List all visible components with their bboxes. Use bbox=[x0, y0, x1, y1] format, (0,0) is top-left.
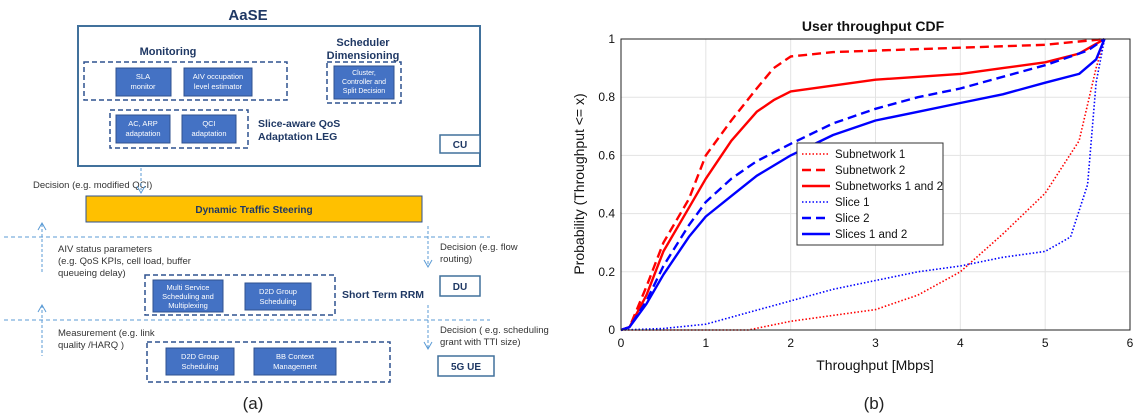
aiv-estimator-box: AIV occupation level estimator bbox=[183, 67, 253, 97]
y-tick-labels: 0 0.2 0.4 0.6 0.8 1 bbox=[598, 32, 615, 337]
rrm-group bbox=[144, 274, 336, 316]
aiv-status-line3: queueing delay) bbox=[58, 268, 126, 279]
bb-context-line2: Management bbox=[273, 362, 318, 371]
scheduler-line1: Cluster, bbox=[352, 70, 376, 77]
sla-monitor-line2: monitor bbox=[130, 82, 156, 91]
dts-label: Dynamic Traffic Steering bbox=[195, 205, 312, 216]
multi-service-line2: Scheduling and bbox=[162, 292, 214, 301]
sla-monitor-line1: SLA bbox=[136, 72, 150, 81]
bb-context-box: BB Context Management bbox=[253, 347, 337, 376]
du-d2d-line2: Scheduling bbox=[259, 297, 296, 306]
measurement-line1: Measurement (e.g. link bbox=[58, 328, 155, 339]
multi-service-box: Multi Service Scheduling and Multiplexin… bbox=[152, 279, 224, 313]
legend-label: Subnetwork 2 bbox=[835, 165, 905, 177]
multi-service-line3: Multiplexing bbox=[168, 301, 208, 310]
scheduler-group bbox=[326, 61, 402, 104]
ac-arp-line1: AC, ARP bbox=[128, 119, 158, 128]
decision-flow-arrowhead bbox=[423, 259, 433, 269]
x-axis-label: Throughput [Mbps] bbox=[816, 357, 934, 373]
legend-box bbox=[796, 142, 944, 246]
y-tick-label: 0.2 bbox=[598, 265, 615, 279]
cu-label: CU bbox=[453, 140, 467, 151]
decision-sched-line1: Decision ( e.g. scheduling bbox=[440, 325, 549, 336]
ue-d2d-line2: Scheduling bbox=[181, 362, 218, 371]
decision-sched-arrowhead bbox=[423, 341, 433, 351]
decision-sched-line2: grant with TTI size) bbox=[440, 337, 521, 348]
measurement-arrowhead bbox=[37, 303, 47, 313]
x-tick-label: 0 bbox=[618, 336, 625, 350]
decision-flow-line2: routing) bbox=[440, 254, 472, 265]
multi-service-line1: Multi Service bbox=[167, 283, 210, 292]
aiv-status-line1: AIV status parameters bbox=[58, 244, 152, 255]
scheduler-heading-line1: Scheduler bbox=[336, 37, 390, 49]
sla-monitor-box: SLA monitor bbox=[115, 67, 172, 97]
bb-context-line1: BB Context bbox=[276, 352, 315, 361]
du-d2d-line1: D2D Group bbox=[259, 287, 297, 296]
x-tick-label: 5 bbox=[1042, 336, 1049, 350]
x-tick-label: 2 bbox=[787, 336, 794, 350]
ue-box bbox=[437, 355, 495, 377]
qos-label-line2: Adaptation LEG bbox=[258, 131, 337, 143]
ac-arp-box: AC, ARP adaptation bbox=[115, 114, 171, 144]
series-line-3 bbox=[620, 37, 1106, 332]
caption-b: (b) bbox=[864, 394, 885, 413]
architecture-diagram: AaSE Monitoring SLA monitor AIV occupati… bbox=[4, 7, 549, 413]
chart-title: User throughput CDF bbox=[802, 18, 945, 34]
legend-label: Subnetwork 1 bbox=[835, 149, 905, 161]
du-label: DU bbox=[453, 282, 467, 293]
qci-box: QCI adaptation bbox=[181, 114, 237, 144]
scheduler-box: Cluster, Controller and Split Decision bbox=[333, 65, 395, 100]
legend-label: Slice 1 bbox=[835, 197, 870, 209]
du-d2d-box: D2D Group Scheduling bbox=[244, 282, 312, 311]
ac-arp-line2: adaptation bbox=[125, 129, 160, 138]
ue-group bbox=[146, 341, 391, 383]
qos-group bbox=[109, 109, 249, 149]
y-tick-label: 0.6 bbox=[598, 148, 615, 162]
qos-label-line1: Slice-aware QoS bbox=[258, 118, 340, 130]
diagram-title: AaSE bbox=[228, 7, 267, 24]
plot-frame bbox=[620, 38, 1131, 331]
aiv-status-line2: (e.g. QoS KPIs, cell load, buffer bbox=[58, 256, 191, 267]
throughput-cdf-chart: User throughput CDF 0 1 2 3 4 5 6 0 0.2 0.4 0.6 0.… bbox=[571, 18, 1134, 413]
y-axis-label: Probability (Throughput <= x) bbox=[571, 93, 587, 274]
series-line-2 bbox=[620, 37, 1105, 332]
aiv-estimator-line1: AIV occupation bbox=[193, 72, 243, 81]
y-tick-label: 0 bbox=[608, 323, 615, 337]
qci-line1: QCI bbox=[202, 119, 215, 128]
scheduler-line3: Split Decision bbox=[343, 88, 386, 95]
aiv-status-arrowhead bbox=[37, 221, 47, 231]
x-tick-label: 4 bbox=[957, 336, 964, 350]
monitoring-heading: Monitoring bbox=[140, 46, 197, 58]
chart-legend: Subnetwork 1 Subnetwork 2 Subnetworks 1 an… bbox=[796, 142, 944, 246]
qci-line2: adaptation bbox=[191, 129, 226, 138]
y-tick-label: 0.8 bbox=[598, 90, 615, 104]
x-tick-label: 3 bbox=[872, 336, 879, 350]
caption-a: (a) bbox=[243, 394, 264, 413]
scheduler-heading-line2: Dimensioning bbox=[327, 50, 400, 62]
decision-qci-text: Decision (e.g. modified QCI) bbox=[33, 180, 152, 191]
legend-label: Subnetworks 1 and 2 bbox=[835, 181, 943, 193]
cu-box bbox=[439, 134, 481, 154]
x-tick-labels: 0 1 2 3 4 5 6 bbox=[618, 336, 1134, 350]
scheduler-line2: Controller and bbox=[342, 79, 386, 86]
legend-label: Slice 2 bbox=[835, 213, 870, 225]
ue-label: 5G UE bbox=[451, 362, 481, 373]
series-line-5 bbox=[620, 38, 1106, 332]
ue-d2d-line1: D2D Group bbox=[181, 352, 219, 361]
legend-label: Slices 1 and 2 bbox=[835, 229, 907, 241]
dts-box bbox=[85, 195, 423, 223]
rrm-label: Short Term RRM bbox=[342, 289, 424, 301]
decision-qci-arrowhead bbox=[136, 185, 146, 195]
du-box bbox=[439, 275, 481, 297]
decision-flow-line1: Decision (e.g. flow bbox=[440, 242, 518, 253]
y-tick-label: 1 bbox=[608, 32, 615, 46]
measurement-line2: quality /HARQ ) bbox=[58, 340, 124, 351]
aase-frame bbox=[77, 25, 481, 167]
y-tick-label: 0.4 bbox=[598, 207, 615, 221]
x-tick-label: 1 bbox=[702, 336, 709, 350]
aiv-estimator-line2: level estimator bbox=[194, 82, 243, 91]
x-tick-label: 6 bbox=[1127, 336, 1134, 350]
ue-d2d-box: D2D Group Scheduling bbox=[165, 347, 235, 376]
